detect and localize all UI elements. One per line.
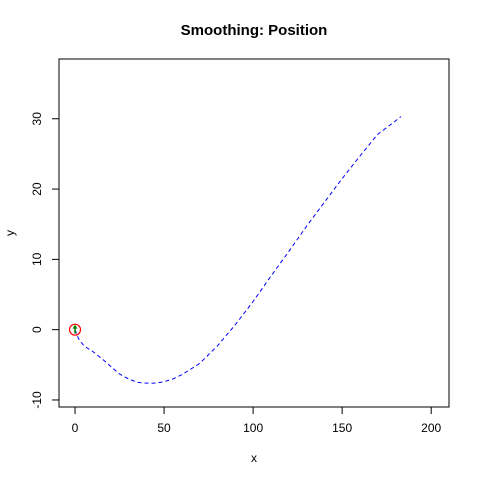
- y-axis-label: y: [3, 230, 17, 236]
- y-tick-label: -10: [30, 391, 44, 409]
- x-tick-label: 200: [421, 421, 441, 435]
- x-tick-label: 150: [332, 421, 352, 435]
- plot-frame: [58, 58, 450, 408]
- y-axis: -10 0 10 20 30: [30, 112, 59, 409]
- start-point-marker: [68, 323, 82, 336]
- x-tick-label: 0: [72, 421, 79, 435]
- y-tick-label: 10: [30, 252, 44, 266]
- heading-arrow-marker: [72, 324, 78, 334]
- chart-title: Smoothing: Position: [181, 22, 328, 39]
- series-line: [74, 116, 402, 384]
- x-tick-label: 100: [243, 421, 263, 435]
- y-tick-label: 30: [30, 112, 44, 126]
- x-axis-label: x: [251, 451, 257, 465]
- series-layer: [74, 116, 402, 384]
- y-tick-label: 0: [30, 326, 44, 333]
- y-tick-label: 20: [30, 182, 44, 196]
- x-tick-label: 50: [157, 421, 171, 435]
- marker-layer: [68, 323, 82, 336]
- x-axis: 0 50 100 150 200: [72, 407, 442, 435]
